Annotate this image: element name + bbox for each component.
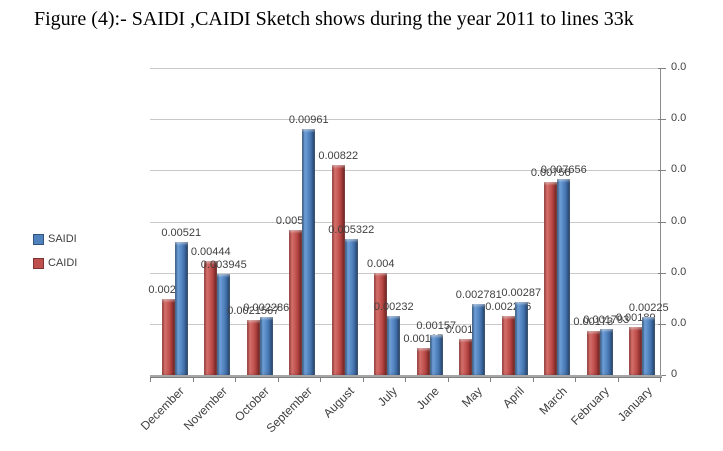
x-tick <box>235 377 236 382</box>
bar-value-label: 0.00756 <box>530 166 571 179</box>
legend-label-caidi: CAIDI <box>48 257 78 269</box>
bar-value-label: 0.005322 <box>328 223 375 236</box>
x-tick <box>320 377 321 382</box>
bar-value-label: 0.00287 <box>501 286 542 299</box>
bar-saidi <box>642 317 656 375</box>
bar-saidi <box>302 129 316 375</box>
bar-caidi <box>374 272 388 375</box>
y-tick <box>658 375 666 376</box>
y-tick <box>658 323 666 325</box>
bar-saidi <box>387 315 401 375</box>
bar-caidi <box>629 326 643 375</box>
gridline <box>150 272 660 274</box>
gridline <box>150 170 660 172</box>
x-tick <box>150 377 151 382</box>
x-axis-line <box>150 375 662 378</box>
x-tick <box>277 377 279 382</box>
chart-legend: SAIDI CAIDI <box>33 233 77 281</box>
bar-saidi <box>217 274 231 375</box>
bar-caidi <box>544 181 558 375</box>
x-tick <box>192 377 194 382</box>
bar-caidi <box>331 164 345 375</box>
y-tick-label: 0.0 <box>671 61 687 73</box>
bar-saidi <box>557 179 571 375</box>
y-tick <box>658 221 666 223</box>
bar-saidi <box>472 303 486 375</box>
bar-value-label: 0.00521 <box>161 226 202 239</box>
bar-caidi <box>289 230 303 375</box>
bar-saidi <box>344 238 358 375</box>
bar-value-label: 0.004 <box>366 257 395 270</box>
y-tick-label: 0.0 <box>671 112 687 125</box>
bar-value-label: 0.002781 <box>455 288 502 301</box>
bar-caidi <box>459 339 473 375</box>
bar-saidi <box>259 316 273 375</box>
legend-label-saidi: SAIDI <box>48 233 77 245</box>
bar-saidi <box>174 241 188 375</box>
x-tick <box>660 377 661 382</box>
y-axis-line <box>660 68 661 379</box>
y-tick <box>658 272 666 274</box>
bar-value-label: 0.00822 <box>318 149 359 162</box>
bar-saidi <box>429 334 443 375</box>
y-tick <box>658 68 666 69</box>
x-tick <box>405 377 406 382</box>
y-tick-label: 0.0 <box>671 265 687 278</box>
y-tick-label: 0.0 <box>671 163 687 176</box>
bar-value-label: 0.00225 <box>628 302 669 315</box>
x-tick <box>575 377 576 382</box>
bar-value-label: 0.00232 <box>373 300 414 313</box>
gridline <box>150 68 660 69</box>
bar-value-label: 0.00444 <box>190 246 231 259</box>
bar-value-label: 0.0021567 <box>227 304 280 317</box>
bar-saidi <box>599 329 613 375</box>
x-tick <box>532 377 534 382</box>
legend-item-caidi: CAIDI <box>33 257 77 269</box>
y-tick-label: 0.0 <box>671 214 687 227</box>
legend-item-saidi: SAIDI <box>33 233 77 245</box>
bar-saidi <box>514 301 528 375</box>
bar-caidi <box>161 298 175 375</box>
y-tick <box>658 119 666 121</box>
bar-caidi <box>246 319 260 375</box>
bar-value-label: 0.007656 <box>540 164 587 177</box>
y-tick <box>658 170 666 172</box>
x-tick <box>617 377 619 382</box>
bar-caidi <box>501 316 515 375</box>
bar-caidi <box>204 261 218 375</box>
y-tick-label: 0 <box>671 368 678 380</box>
gridline <box>150 119 660 121</box>
gridline <box>150 221 660 223</box>
x-tick <box>362 377 364 382</box>
bar-value-label: 0.003945 <box>200 259 247 272</box>
bar-caidi <box>586 330 600 375</box>
bar-value-label: 0.001793 <box>583 314 630 327</box>
bar-caidi <box>416 347 430 375</box>
y-tick-label: 0.0 <box>671 316 687 329</box>
bar-value-label: 0.00173 <box>573 315 614 328</box>
x-tick <box>447 377 449 382</box>
gridline <box>150 323 660 325</box>
saidi-swatch-icon <box>33 233 44 245</box>
bar-value-label: 0.00157 <box>416 319 457 332</box>
caidi-swatch-icon <box>33 257 44 269</box>
x-tick <box>490 377 491 382</box>
bar-value-label: 0.00961 <box>288 114 329 127</box>
bar-value-label: 0.002286 <box>243 301 290 314</box>
figure-caption: Figure (4):- SAIDI ,CAIDI Sketch shows d… <box>34 8 634 30</box>
